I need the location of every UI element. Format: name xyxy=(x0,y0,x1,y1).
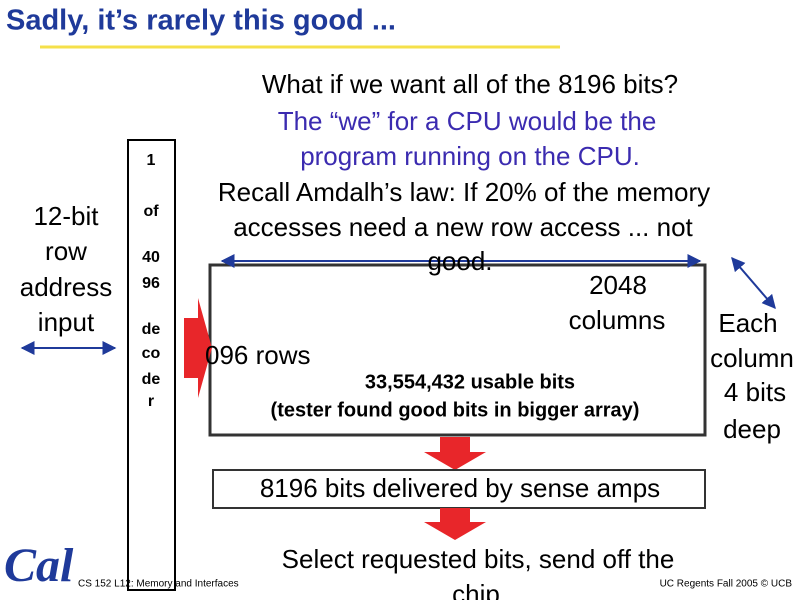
decoder-text: 1 xyxy=(147,152,156,169)
decoder-text: 96 xyxy=(142,275,160,292)
decoder-text: r xyxy=(148,393,154,410)
decoder-text: 40 xyxy=(142,249,160,266)
rows-label: 096 rows xyxy=(205,340,311,370)
columns-text: 2048 xyxy=(589,270,647,300)
row-address-text: address xyxy=(20,272,113,302)
down-arrow xyxy=(424,508,486,540)
overlay-line: accesses need a new row access ... not xyxy=(233,212,693,242)
row-decoder xyxy=(127,139,176,591)
depth-text: deep xyxy=(723,414,781,444)
columns-label: 2048 columns xyxy=(569,270,666,335)
array-note: (tester found good bits in bigger array) xyxy=(271,399,640,421)
decoder-text: de xyxy=(142,321,161,338)
sense-amps-text: 8196 bits delivered by sense amps xyxy=(260,473,660,503)
decoder-text: of xyxy=(143,203,159,220)
overlay-line: The “we” for a CPU would be the xyxy=(278,106,657,136)
depth-arrow xyxy=(731,256,776,310)
select-text: Select requested bits, send off the xyxy=(282,544,675,574)
depth-text: Each xyxy=(718,308,777,338)
row-address-text: input xyxy=(38,307,95,337)
depth-text: column xyxy=(710,343,794,373)
overlay-text: What if we want all of the 8196 bits? The… xyxy=(218,69,710,276)
row-address-text: 12-bit xyxy=(33,201,99,231)
overlay-line: Recall Amdalh’s law: If 20% of the memor… xyxy=(218,177,710,207)
row-address-text: row xyxy=(45,236,87,266)
logo: Cal xyxy=(4,539,74,592)
decoder-label: 1 of 40 96 de co de r xyxy=(142,152,161,410)
columns-text: columns xyxy=(569,305,666,335)
down-arrow xyxy=(424,437,486,470)
overlay-line: program running on the CPU. xyxy=(300,141,640,171)
select-text: chip xyxy=(452,579,500,600)
title: Sadly, it’s rarely this good ... xyxy=(6,5,396,37)
footer-left: CS 152 L12: Memory and Interfaces xyxy=(78,579,239,590)
overlay-line: good. xyxy=(427,246,492,276)
decoder-text: de xyxy=(142,371,161,388)
sense-amps-box xyxy=(212,469,706,509)
overlay-line: What if we want all of the 8196 bits? xyxy=(262,69,678,99)
depth-text: 4 bits xyxy=(724,377,786,407)
row-address-label: 12-bit row address input xyxy=(20,201,113,337)
decoder-arrow xyxy=(184,298,212,398)
depth-label: Each column 4 bits deep xyxy=(710,308,794,444)
footer-right: UC Regents Fall 2005 © UCB xyxy=(660,579,793,590)
decoder-text: co xyxy=(142,345,161,362)
array-capacity: 33,554,432 usable bits xyxy=(365,371,575,393)
